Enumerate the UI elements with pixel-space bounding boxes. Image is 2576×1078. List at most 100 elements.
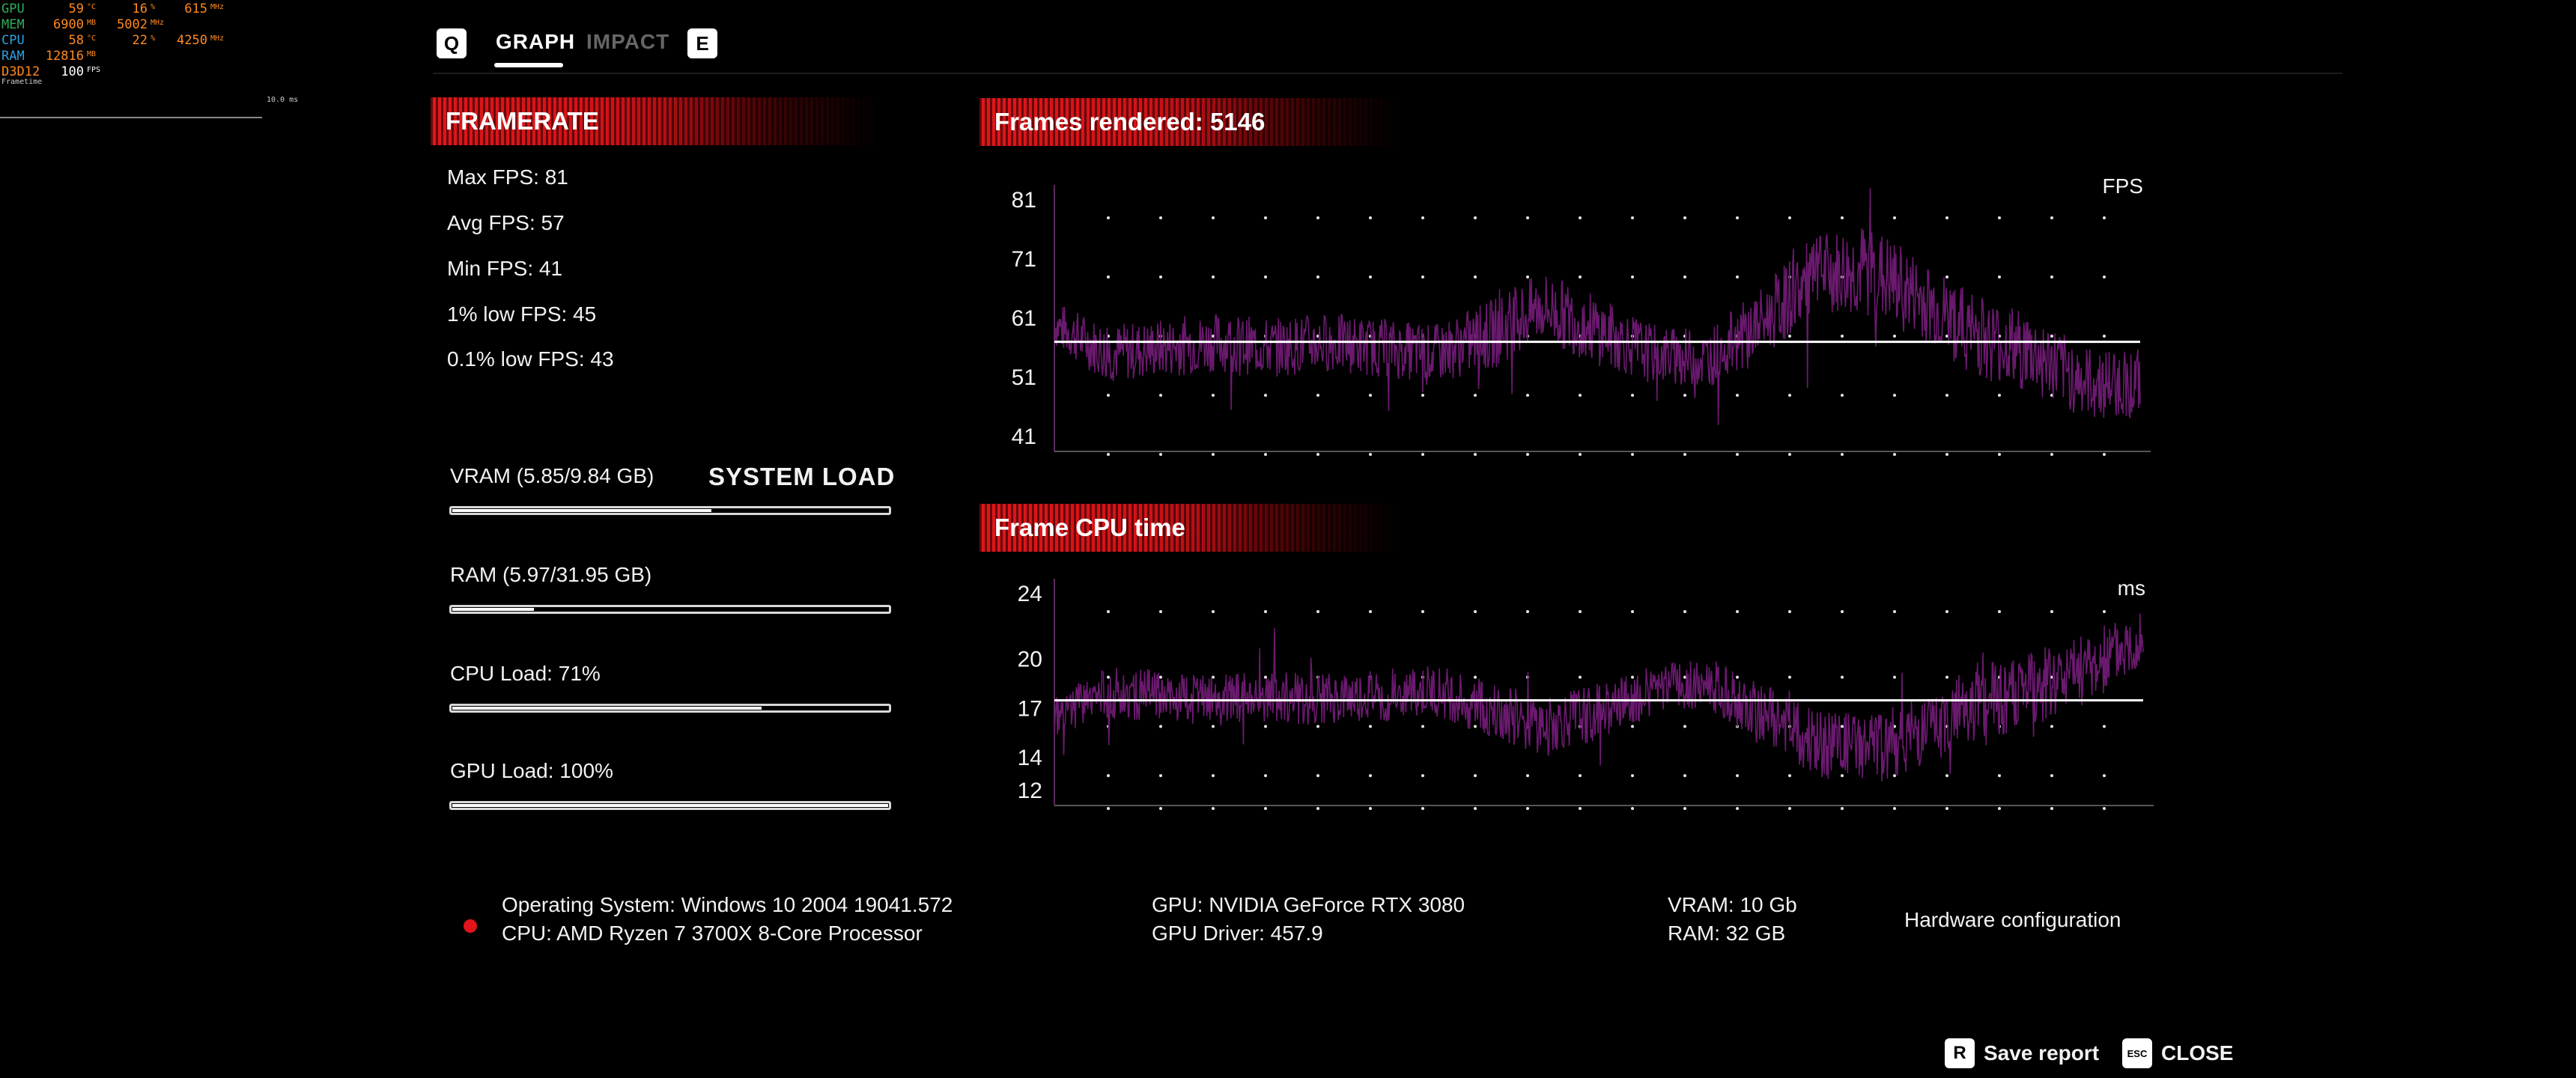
chart-tick-label: 61 bbox=[1012, 306, 1036, 331]
chart-grid-dot bbox=[1421, 275, 1424, 278]
chart-tick-label: 12 bbox=[1018, 779, 1042, 803]
chart-grid-dot bbox=[1945, 610, 1948, 613]
chart-grid-dot bbox=[1631, 610, 1634, 613]
chart-tick-label: 17 bbox=[1018, 696, 1042, 721]
chart-grid-dot bbox=[1841, 335, 1844, 338]
chart-grid-dot bbox=[1945, 453, 1948, 456]
vram-info: VRAM: 10 Gb bbox=[1668, 893, 1797, 916]
chart-grid-dot bbox=[1683, 774, 1686, 778]
chart-grid-dot bbox=[1893, 335, 1896, 338]
chart-grid-dot bbox=[1998, 774, 2001, 778]
chart-grid-dot bbox=[1841, 216, 1844, 219]
load-bar-fill bbox=[452, 509, 712, 512]
cpu-time-chart-title: Frame CPU time bbox=[994, 514, 1185, 541]
osd-frametime-scale: 10.0 ms bbox=[267, 96, 299, 104]
close-button[interactable]: ESC CLOSE bbox=[2122, 1038, 2233, 1068]
tab-graph[interactable]: GRAPH bbox=[496, 30, 576, 53]
save-report-key: R bbox=[1945, 1038, 1975, 1068]
chart-grid-dot bbox=[1107, 774, 1110, 778]
chart-grid-dot bbox=[2050, 807, 2053, 810]
system-load-title: SYSTEM LOAD bbox=[708, 463, 896, 490]
osd-value: 58 bbox=[68, 33, 84, 48]
chart-grid-dot bbox=[1788, 335, 1791, 338]
chart-tick-label: 14 bbox=[1018, 746, 1042, 770]
chart-grid-dot bbox=[1736, 675, 1739, 679]
chart-grid-dot bbox=[2103, 275, 2106, 278]
chart-grid-dot bbox=[1579, 774, 1582, 778]
chart-grid-dot bbox=[2050, 453, 2053, 456]
chart-grid-dot bbox=[1159, 394, 1162, 397]
load-bar-fill bbox=[452, 804, 888, 807]
chart-grid-dot bbox=[1474, 807, 1477, 810]
tab-impact[interactable]: IMPACT bbox=[586, 30, 670, 53]
chart-grid-dot bbox=[1474, 216, 1477, 219]
chart-grid-dot bbox=[1212, 453, 1215, 456]
close-key: ESC bbox=[2122, 1038, 2152, 1068]
chart-grid-dot bbox=[2103, 335, 2106, 338]
save-report-button[interactable]: R Save report bbox=[1945, 1038, 2099, 1068]
chart-grid-dot bbox=[1107, 807, 1110, 810]
chart-tick-label: 71 bbox=[1012, 247, 1036, 272]
chart-grid-dot bbox=[1369, 453, 1372, 456]
chart-grid-dot bbox=[1683, 453, 1686, 456]
chart-grid-dot bbox=[1945, 275, 1948, 278]
os-info: Operating System: Windows 10 2004 19041.… bbox=[502, 893, 953, 916]
osd-row: MEM 6900 MB 5002 MHz bbox=[1, 17, 256, 33]
chart-grid-dot bbox=[1369, 725, 1372, 728]
chart-grid-dot bbox=[1683, 807, 1686, 810]
chart-grid-dot bbox=[1474, 675, 1477, 679]
chart-grid-dot bbox=[1998, 275, 2001, 278]
load-bar bbox=[449, 506, 891, 515]
chart-grid-dot bbox=[1788, 453, 1791, 456]
chart-grid-dot bbox=[1841, 453, 1844, 456]
prev-tab-key[interactable]: Q bbox=[437, 28, 467, 58]
chart-grid-dot bbox=[1264, 807, 1267, 810]
chart-grid-dot bbox=[1631, 216, 1634, 219]
chart-grid-dot bbox=[1893, 394, 1896, 397]
chart-grid-dot bbox=[2050, 725, 2053, 728]
low-1-percent-fps: 1% low FPS: 45 bbox=[447, 302, 597, 326]
chart-grid-dot bbox=[1945, 394, 1948, 397]
chart-grid-dot bbox=[1107, 610, 1110, 613]
osd-row: CPU 58 °C 22% 4250 MHz bbox=[1, 33, 256, 49]
chart-grid-dot bbox=[1474, 453, 1477, 456]
chart-grid-dot bbox=[1107, 216, 1110, 219]
framerate-title: FRAMERATE bbox=[446, 107, 599, 135]
osd-value: 100 bbox=[61, 64, 84, 79]
osd-label: D3D12 bbox=[1, 64, 40, 79]
chart-grid-dot bbox=[1316, 774, 1319, 778]
chart-grid-dot bbox=[2050, 610, 2053, 613]
fps-chart: 81 71 61 51 41 FPS bbox=[1012, 174, 2151, 456]
chart-grid-dot bbox=[1159, 610, 1162, 613]
chart-series-line bbox=[1054, 188, 2141, 425]
chart-grid-dot bbox=[2103, 216, 2106, 219]
chart-grid-dot bbox=[1683, 610, 1686, 613]
chart-grid-dot bbox=[1159, 807, 1162, 810]
chart-unit-label: ms bbox=[2118, 576, 2145, 600]
chart-grid-dot bbox=[1526, 275, 1529, 278]
chart-grid-dot bbox=[1264, 453, 1267, 456]
chart-grid-dot bbox=[1683, 275, 1686, 278]
osd-value: 59 bbox=[68, 1, 84, 16]
chart-grid-dot bbox=[1893, 807, 1896, 810]
chart-grid-dot bbox=[1369, 807, 1372, 810]
tab-graph-underline bbox=[494, 63, 563, 67]
chart-grid-dot bbox=[1893, 453, 1896, 456]
chart-grid-dot bbox=[1369, 275, 1372, 278]
chart-grid-dot bbox=[1945, 216, 1948, 219]
chart-grid-dot bbox=[1107, 394, 1110, 397]
chart-grid-dot bbox=[1316, 453, 1319, 456]
chart-grid-dot bbox=[2103, 725, 2106, 728]
chart-grid-dot bbox=[1264, 675, 1267, 679]
close-label: CLOSE bbox=[2161, 1041, 2234, 1065]
load-bar bbox=[449, 801, 891, 810]
chart-grid-dot bbox=[1212, 394, 1215, 397]
load-bar-fill bbox=[452, 707, 762, 710]
chart-grid-dot bbox=[1526, 807, 1529, 810]
next-tab-key[interactable]: E bbox=[687, 28, 717, 58]
chart-grid-dot bbox=[1474, 725, 1477, 728]
chart-grid-dot bbox=[1526, 216, 1529, 219]
chart-grid-dot bbox=[1212, 725, 1215, 728]
osd-value: 6900 bbox=[53, 17, 84, 32]
chart-tick-label: 81 bbox=[1012, 188, 1036, 213]
